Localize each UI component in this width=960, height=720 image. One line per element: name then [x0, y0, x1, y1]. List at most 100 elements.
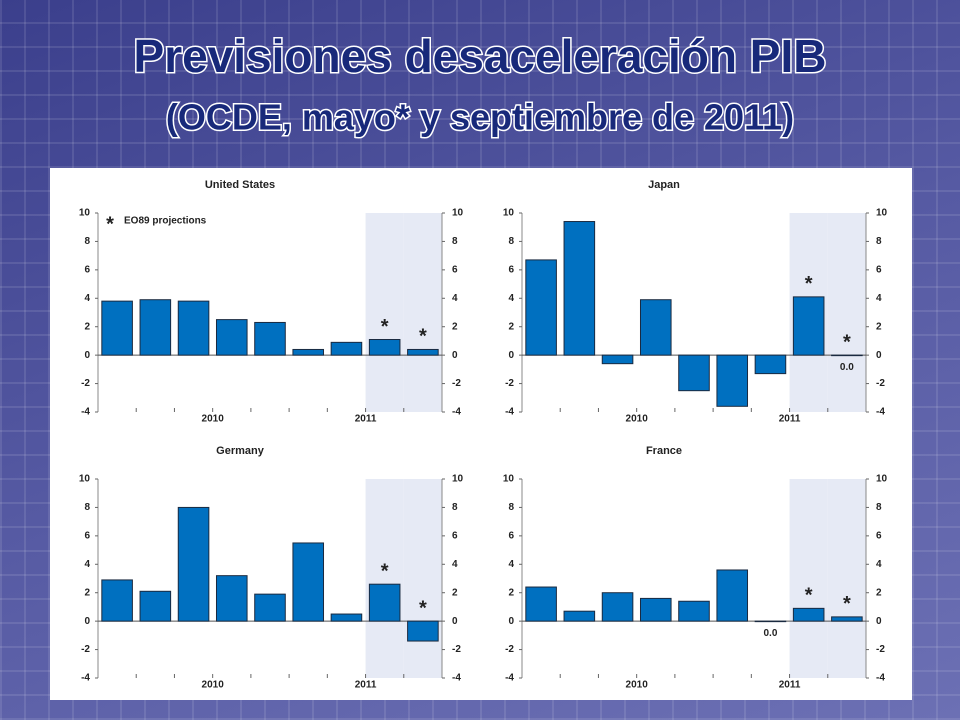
y2-tick-label: -4	[876, 673, 885, 684]
projection-marker: *	[805, 273, 813, 295]
forecast-shade	[365, 213, 404, 412]
y-tick-label: 0	[84, 350, 90, 361]
forecast-shade	[827, 213, 866, 412]
projection-marker: *	[805, 585, 813, 607]
x-tick-label: 2011	[779, 414, 801, 425]
bar	[215, 575, 248, 622]
y-tick-label: 8	[508, 236, 514, 247]
bar	[292, 542, 325, 622]
forecast-shade	[827, 479, 866, 678]
projection-marker: *	[419, 326, 427, 348]
projection-marker: *	[381, 316, 389, 338]
y-tick-label: 0	[508, 616, 514, 627]
y-tick-label: 4	[508, 293, 514, 304]
y2-tick-label: 8	[452, 502, 458, 513]
projection-marker: *	[843, 593, 851, 615]
x-tick-label: 2010	[202, 680, 225, 691]
bar	[678, 600, 710, 622]
y2-tick-label: 2	[452, 587, 458, 598]
x-tick-label: 2011	[779, 680, 801, 691]
forecast-shade	[365, 479, 404, 678]
chart-title: France	[646, 445, 682, 457]
y-tick-label: -2	[81, 644, 90, 655]
y-tick-label: 4	[84, 293, 90, 304]
forecast-shade	[403, 213, 442, 412]
y2-tick-label: 8	[876, 502, 882, 513]
y-tick-label: -4	[505, 673, 514, 684]
y-tick-label: 2	[84, 587, 90, 598]
y-tick-label: 8	[508, 502, 514, 513]
bar	[177, 300, 210, 356]
bar	[678, 354, 710, 392]
chart-title: United States	[205, 179, 275, 191]
legend-text: EO89 projections	[124, 216, 207, 227]
y-tick-label: -2	[505, 378, 514, 389]
y2-tick-label: 0	[452, 350, 458, 361]
bar	[601, 592, 634, 622]
y-tick-label: 6	[508, 530, 514, 541]
slide-subtitle: (OCDE, mayo* y septiembre de 2011)	[166, 97, 794, 138]
bar	[177, 506, 210, 622]
y2-tick-label: 10	[876, 474, 888, 485]
y-tick-label: 2	[508, 587, 514, 598]
bar	[254, 593, 286, 622]
bar	[792, 607, 825, 622]
y2-tick-label: 6	[452, 264, 458, 275]
projection-marker: *	[381, 560, 389, 582]
bar	[101, 300, 133, 356]
bar	[368, 583, 401, 622]
y-tick-label: -4	[81, 673, 90, 684]
bar	[601, 354, 634, 365]
y2-tick-label: 10	[452, 208, 464, 219]
bar	[639, 597, 672, 622]
projection-marker: *	[843, 331, 851, 353]
bar	[831, 616, 863, 622]
y2-tick-label: -4	[452, 407, 461, 418]
value-label: 0.0	[763, 628, 777, 639]
bar	[254, 321, 286, 356]
y-tick-label: 10	[79, 208, 91, 219]
y-tick-label: 2	[508, 321, 514, 332]
y-tick-label: 2	[84, 321, 90, 332]
bar	[525, 259, 557, 356]
y2-tick-label: -2	[876, 644, 885, 655]
y2-tick-label: 0	[876, 616, 882, 627]
bar	[330, 613, 363, 622]
chart-title: Japan	[648, 179, 680, 191]
bar	[716, 569, 749, 622]
bar	[407, 348, 439, 356]
y2-tick-label: 4	[876, 293, 882, 304]
bar	[716, 354, 749, 407]
y2-tick-label: -2	[452, 644, 461, 655]
bar	[215, 319, 248, 356]
bar	[563, 221, 596, 356]
bar	[407, 620, 439, 642]
y2-tick-label: 4	[452, 293, 458, 304]
y-tick-label: 10	[503, 208, 515, 219]
x-tick-label: 2010	[626, 680, 649, 691]
projection-marker: *	[419, 597, 427, 619]
bar	[330, 341, 363, 356]
x-tick-label: 2010	[202, 414, 225, 425]
y-tick-label: 10	[503, 474, 515, 485]
bar	[292, 348, 325, 356]
x-tick-label: 2011	[355, 414, 377, 425]
y2-tick-label: 0	[452, 616, 458, 627]
y2-tick-label: 6	[876, 530, 882, 541]
y2-tick-label: -2	[452, 378, 461, 389]
y-tick-label: 0	[84, 616, 90, 627]
x-tick-label: 2010	[626, 414, 649, 425]
bar	[792, 296, 825, 356]
y-tick-label: 6	[84, 264, 90, 275]
bar	[101, 579, 133, 622]
y2-tick-label: 10	[452, 474, 464, 485]
x-tick-label: 2011	[355, 680, 377, 691]
slide-title: Previsiones desaceleración PIB	[134, 30, 827, 82]
y2-tick-label: 6	[452, 530, 458, 541]
bar	[754, 620, 787, 623]
y-tick-label: 4	[508, 559, 514, 570]
legend-symbol: *	[106, 213, 114, 235]
y2-tick-label: 2	[876, 321, 882, 332]
